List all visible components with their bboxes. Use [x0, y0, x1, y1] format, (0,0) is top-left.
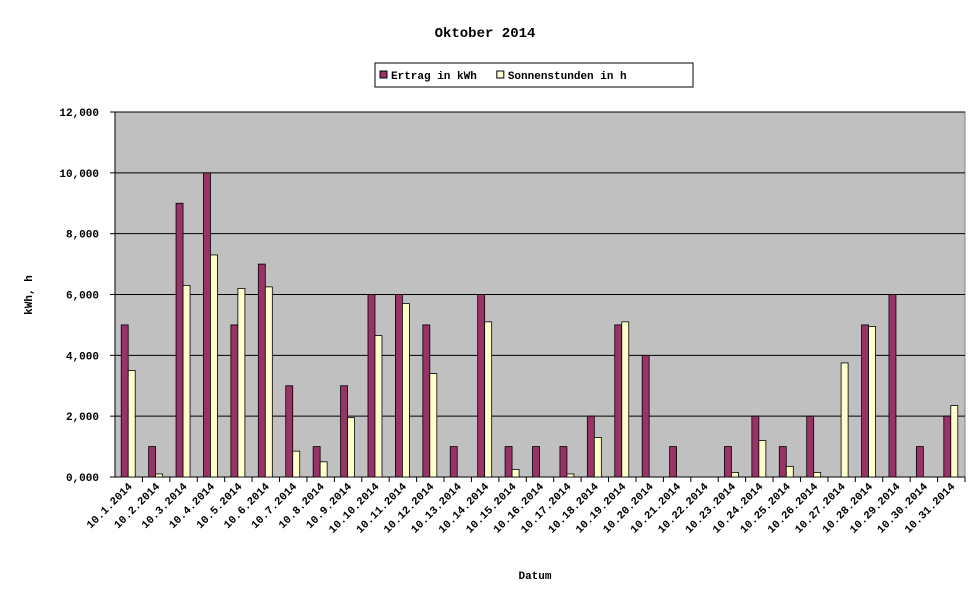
bar	[621, 321, 630, 478]
legend-box	[374, 62, 694, 88]
bar	[861, 324, 869, 478]
legend-swatch	[379, 70, 388, 79]
bar	[586, 415, 595, 478]
bar	[422, 324, 431, 478]
y-tick-label: 6,000	[66, 291, 99, 303]
bar	[312, 446, 321, 478]
y-tick-label: 12,000	[59, 108, 99, 120]
bar	[724, 446, 732, 478]
bar	[559, 446, 568, 478]
bar	[148, 446, 157, 478]
bar	[127, 370, 136, 478]
bar	[210, 254, 218, 478]
bar	[395, 294, 403, 478]
bar	[429, 373, 438, 478]
bar	[758, 440, 767, 478]
bar	[888, 294, 897, 478]
bar	[731, 472, 739, 478]
legend-label: Sonnenstunden in h	[508, 71, 627, 83]
bar	[484, 321, 493, 478]
bar	[175, 202, 184, 478]
bar	[566, 473, 575, 478]
bar	[614, 324, 623, 478]
bar	[950, 405, 959, 478]
bar	[319, 461, 328, 478]
x-axis-label: Datum	[518, 571, 551, 583]
bar	[504, 446, 513, 478]
bar	[868, 326, 876, 478]
bar	[203, 172, 211, 478]
y-tick-label: 8,000	[66, 230, 99, 242]
y-tick-label: 4,000	[66, 351, 99, 363]
bar	[264, 286, 273, 478]
bar	[374, 335, 383, 478]
bar	[285, 385, 294, 478]
bar	[347, 417, 355, 478]
bar	[532, 446, 540, 478]
y-tick-label: 2,000	[66, 412, 99, 424]
bar	[237, 288, 246, 478]
bar	[230, 324, 239, 478]
bar	[340, 385, 348, 478]
bar	[943, 415, 952, 478]
bar	[915, 446, 924, 478]
bar	[367, 294, 376, 478]
bar	[292, 450, 301, 478]
legend-swatch	[496, 70, 505, 79]
bar	[806, 415, 815, 478]
bar	[669, 446, 677, 478]
bar	[813, 472, 822, 478]
y-tick-label: 10,000	[59, 169, 99, 181]
bar	[257, 263, 266, 478]
bar	[182, 284, 191, 478]
bar	[449, 446, 458, 478]
bar	[477, 294, 486, 478]
chart-title: Oktober 2014	[435, 26, 536, 42]
bar	[840, 362, 849, 478]
bar	[785, 465, 794, 478]
bar	[641, 354, 650, 478]
bar	[402, 303, 410, 478]
bar	[751, 415, 760, 478]
bar	[778, 446, 787, 478]
y-tick-label: 0,000	[66, 473, 99, 485]
legend-label: Ertrag in kWh	[391, 71, 477, 83]
bar	[511, 468, 520, 478]
bar	[155, 473, 164, 478]
bar	[593, 437, 602, 478]
y-axis-label: kWh, h	[24, 275, 36, 315]
bar	[120, 324, 129, 478]
